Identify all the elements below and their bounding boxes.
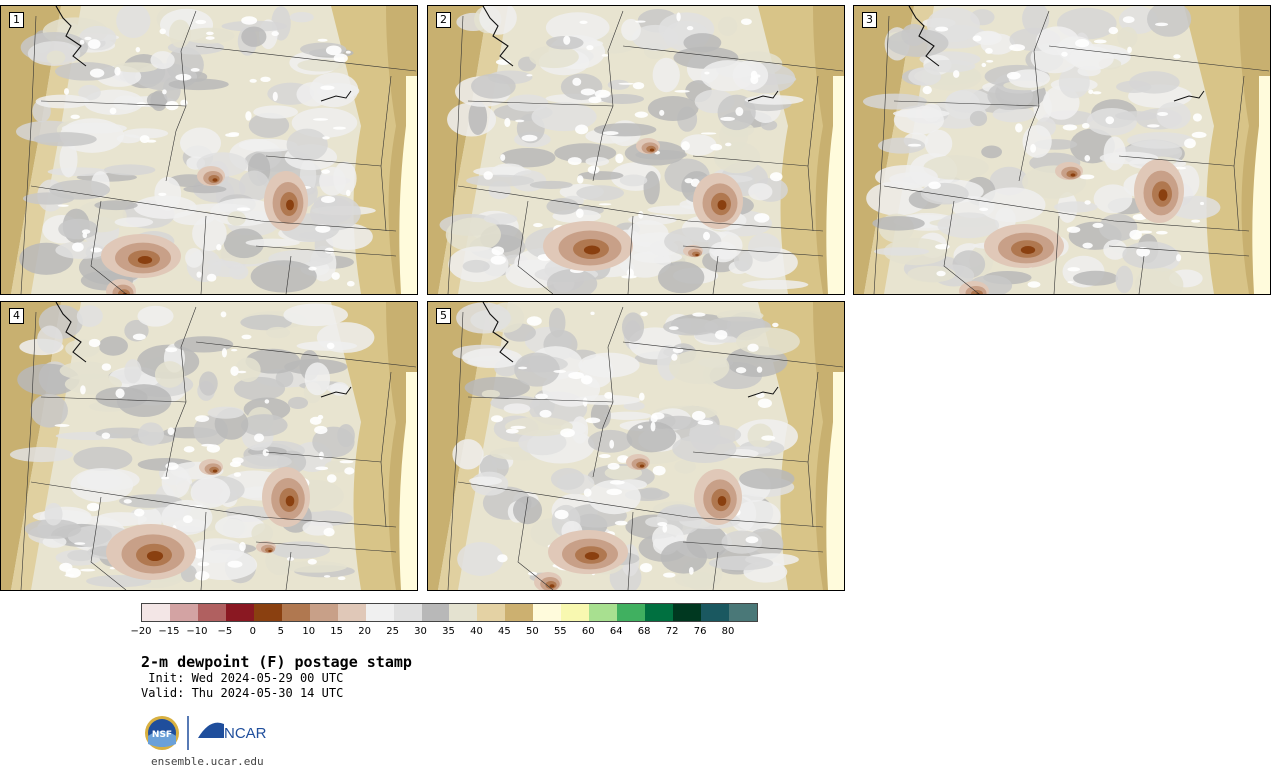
- ncar-logo-icon: NCAR: [198, 722, 267, 742]
- colorbar-tick-label: 40: [470, 626, 483, 637]
- colorbar-swatch: [505, 604, 534, 621]
- colorbar-tick-label: 45: [498, 626, 511, 637]
- map-panel-1: 1: [0, 5, 418, 295]
- dewpoint-map: [854, 6, 1270, 294]
- map-panel-2: 2: [427, 5, 845, 295]
- colorbar-swatch: [729, 604, 757, 621]
- colorbar-tick-label: 10: [302, 626, 316, 637]
- logos: NSF NCAR: [144, 714, 274, 752]
- colorbar-swatch: [617, 604, 646, 621]
- dewpoint-map: [428, 302, 844, 590]
- init-time: Init: Wed 2024-05-29 00 UTC: [141, 671, 344, 685]
- panel-label: 1: [9, 12, 24, 28]
- site-url: ensemble.ucar.edu: [151, 755, 264, 768]
- colorbar-swatch: [337, 604, 366, 621]
- colorbar-swatch: [225, 604, 254, 621]
- colorbar-swatch: [477, 604, 506, 621]
- colorbar-swatch: [533, 604, 562, 621]
- svg-text:NSF: NSF: [152, 730, 172, 740]
- dewpoint-map: [1, 302, 417, 590]
- nsf-logo-icon: NSF: [145, 716, 179, 750]
- colorbar-swatch: [253, 604, 282, 621]
- colorbar-tick-label: −15: [158, 626, 180, 637]
- panel-label: 3: [862, 12, 877, 28]
- colorbar-tick-label: −5: [217, 626, 233, 637]
- colorbar-tick-label: 64: [609, 626, 623, 637]
- colorbar-tick-label: 80: [721, 626, 735, 637]
- map-panel-4: 4: [0, 301, 418, 591]
- colorbar-swatch: [673, 604, 702, 621]
- colorbar-tick-label: 50: [525, 626, 539, 637]
- valid-time: Valid: Thu 2024-05-30 14 UTC: [141, 686, 344, 700]
- colorbar-swatch: [281, 604, 310, 621]
- figure-title: 2-m dewpoint (F) postage stamp: [141, 653, 412, 671]
- colorbar-tick-label: −20: [130, 626, 152, 637]
- colorbar-tick-label: 60: [581, 626, 595, 637]
- colorbar-tick-label: 25: [386, 626, 399, 637]
- colorbar-swatch: [309, 604, 338, 621]
- colorbar-swatch: [169, 604, 198, 621]
- colorbar-swatch: [561, 604, 590, 621]
- colorbar-swatch: [393, 604, 422, 621]
- colorbar-tick-label: 35: [442, 626, 455, 637]
- colorbar-tick-label: 5: [277, 626, 284, 637]
- colorbar-swatch: [142, 604, 170, 621]
- colorbar-swatch: [197, 604, 226, 621]
- colorbar: [141, 603, 758, 622]
- colorbar-tick-label: 20: [358, 626, 371, 637]
- dewpoint-map: [428, 6, 844, 294]
- colorbar-tick-label: 15: [330, 626, 344, 637]
- map-panel-5: 5: [427, 301, 845, 591]
- colorbar-tick-label: −10: [186, 626, 208, 637]
- colorbar-swatch: [365, 604, 394, 621]
- colorbar-tick-label: 68: [637, 626, 651, 637]
- colorbar-tick-label: 55: [553, 626, 567, 637]
- colorbar-ticks: −20 −15 −10 −5 0 5 10 15 20 25 30 35 40 45 50 55 60 64 68 7…: [130, 626, 756, 640]
- colorbar-tick-label: 72: [665, 626, 679, 637]
- colorbar-tick-label: 76: [693, 626, 707, 637]
- svg-text:NCAR: NCAR: [224, 725, 267, 742]
- panel-label: 4: [9, 308, 24, 324]
- colorbar-tick-label: 0: [249, 626, 256, 637]
- dewpoint-map: [1, 6, 417, 294]
- colorbar-swatch: [645, 604, 674, 621]
- colorbar-swatch: [589, 604, 618, 621]
- colorbar-swatch: [701, 604, 730, 621]
- colorbar-swatch: [449, 604, 478, 621]
- colorbar-tick-label: 30: [414, 626, 427, 637]
- colorbar-swatch: [421, 604, 450, 621]
- panel-label: 5: [436, 308, 451, 324]
- map-panel-3: 3: [853, 5, 1271, 295]
- panel-label: 2: [436, 12, 451, 28]
